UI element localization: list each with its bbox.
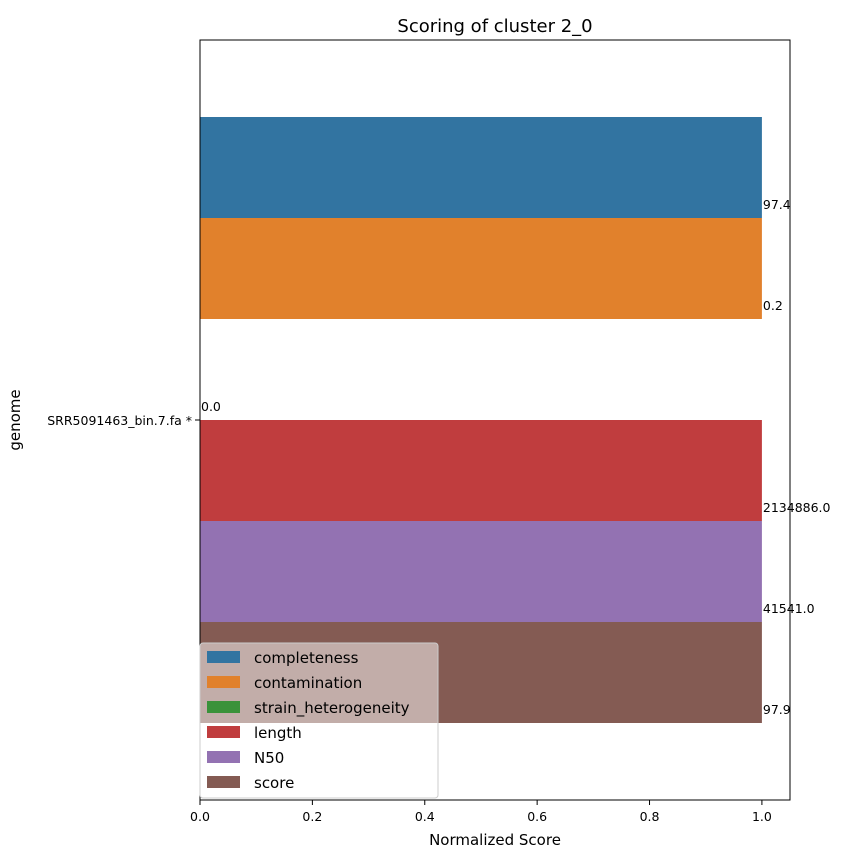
x-tick-label: 0.0 <box>190 809 210 824</box>
x-tick-label: 0.4 <box>415 809 435 824</box>
x-axis-ticks: 0.0 0.2 0.4 0.6 0.8 1.0 <box>190 800 772 824</box>
data-label-contamination: 0.2 <box>763 298 783 313</box>
x-tick-label: 0.8 <box>640 809 660 824</box>
legend-label-length: length <box>254 724 302 742</box>
legend-frame <box>199 642 439 799</box>
legend-label-contamination: contamination <box>254 674 362 692</box>
legend-swatch-score <box>207 776 240 788</box>
bar-n50 <box>200 521 762 622</box>
legend-swatch-n50 <box>207 751 240 763</box>
bar-length <box>200 420 762 521</box>
y-tick-label: SRR5091463_bin.7.fa * <box>47 413 192 428</box>
bar-group <box>200 117 762 723</box>
bar-contamination <box>200 218 762 319</box>
bar-completeness <box>200 117 762 218</box>
legend: completeness contamination strain_heteroge… <box>199 642 439 799</box>
chart-title: Scoring of cluster 2_0 <box>397 16 592 37</box>
legend-label-strain-heterogeneity: strain_heterogeneity <box>254 699 410 718</box>
data-label-length: 2134886.0 <box>763 500 831 515</box>
data-label-completeness: 97.4 <box>763 197 791 212</box>
legend-swatch-strain-heterogeneity <box>207 701 240 713</box>
x-tick-label: 0.2 <box>302 809 322 824</box>
legend-swatch-contamination <box>207 676 240 688</box>
data-label-n50: 41541.0 <box>763 601 815 616</box>
legend-swatch-length <box>207 726 240 738</box>
y-axis-ticks: SRR5091463_bin.7.fa * <box>47 413 200 428</box>
legend-label-n50: N50 <box>254 749 284 767</box>
legend-swatch-completeness <box>207 651 240 663</box>
y-axis-label: genome <box>6 389 24 450</box>
data-label-score: 97.9 <box>763 702 791 717</box>
value-label-group: 97.4 0.2 0.0 2134886.0 41541.0 97.9 <box>201 197 831 717</box>
x-axis-label: Normalized Score <box>429 831 561 849</box>
data-label-strain-heterogeneity: 0.0 <box>201 399 221 414</box>
legend-label-completeness: completeness <box>254 649 359 667</box>
legend-label-score: score <box>254 774 294 792</box>
x-tick-label: 1.0 <box>752 809 772 824</box>
x-tick-label: 0.6 <box>527 809 547 824</box>
